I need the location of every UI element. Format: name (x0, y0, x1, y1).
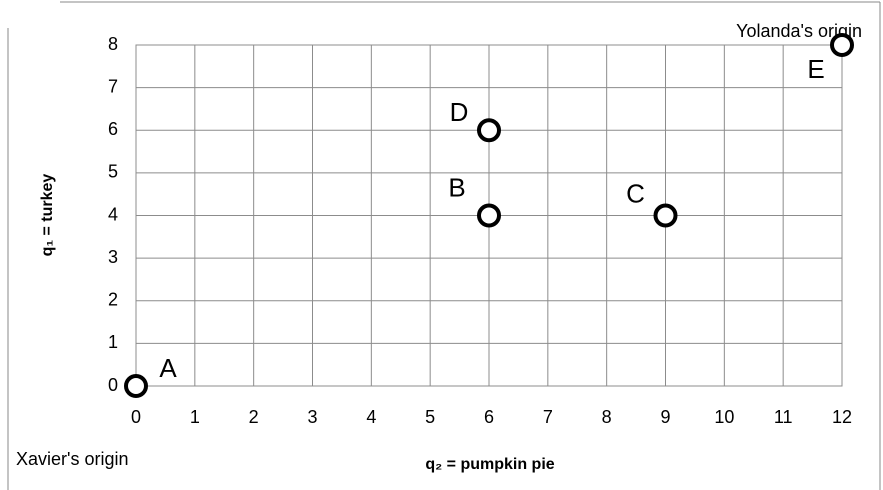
x-tick-label: 3 (307, 407, 317, 427)
y-tick-label: 6 (108, 119, 118, 139)
point (477, 203, 501, 228)
point-label: E (807, 54, 824, 84)
y-tick-label: 5 (108, 162, 118, 182)
point (477, 118, 501, 143)
x-tick-label: 9 (660, 407, 670, 427)
x-tick-label: 11 (774, 407, 793, 427)
y-tick-label: 4 (108, 204, 118, 224)
y-tick-label: 1 (108, 332, 118, 352)
annotation: Yolanda's origin (736, 21, 862, 41)
point-label: D (450, 97, 469, 127)
x-tick-label: 2 (249, 407, 259, 427)
x-tick-label: 5 (425, 407, 435, 427)
x-tick-label: 6 (484, 407, 494, 427)
point-label: A (159, 353, 177, 383)
y-tick-label: 0 (108, 375, 118, 395)
point-label: C (626, 178, 645, 208)
x-tick-label: 7 (543, 407, 553, 427)
point (124, 374, 148, 398)
y-tick-label: 3 (108, 247, 118, 267)
x-tick-label: 8 (602, 407, 612, 427)
x-tick-label: 10 (714, 407, 734, 427)
y-tick-label: 8 (108, 34, 118, 54)
x-tick-label: 0 (131, 407, 141, 427)
x-axis-title: q₂ = pumpkin pie (425, 456, 554, 473)
x-tick-label: 1 (190, 407, 200, 427)
x-tick-label: 12 (832, 407, 852, 427)
y-axis-title: q₁ = turkey (39, 174, 56, 257)
point-label: B (448, 172, 465, 202)
plot-border (135, 44, 843, 387)
annotation: Xavier's origin (16, 449, 128, 469)
point (830, 33, 854, 57)
point (653, 203, 678, 228)
y-tick-label: 2 (108, 290, 118, 310)
y-tick-label: 7 (108, 76, 118, 96)
x-tick-label: 4 (366, 407, 376, 427)
